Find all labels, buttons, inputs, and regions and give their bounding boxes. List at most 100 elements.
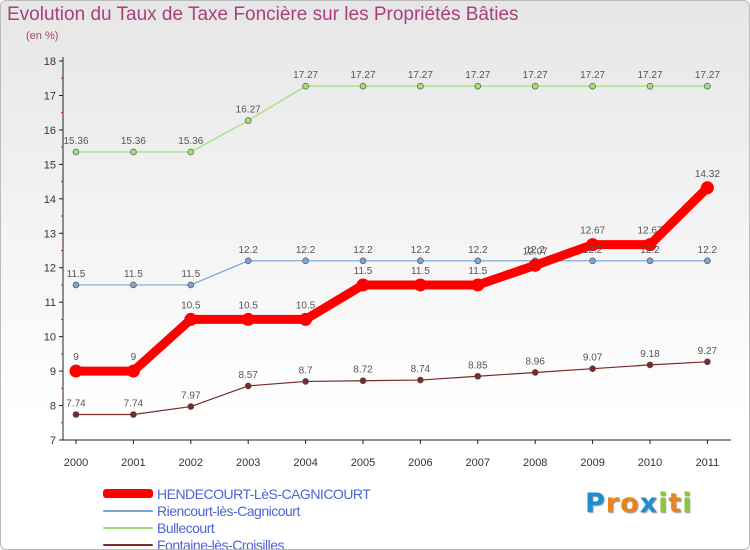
data-label-3-10: 9.18 bbox=[640, 349, 660, 360]
data-point-2-2 bbox=[187, 148, 195, 156]
legend-item-bullecourt: Bullecourt bbox=[103, 519, 370, 536]
data-point-2-9 bbox=[589, 82, 596, 90]
x-tick-label: 2006 bbox=[408, 457, 432, 469]
data-point-3-7 bbox=[474, 372, 482, 380]
x-tick-label: 2002 bbox=[179, 457, 203, 469]
data-label-0-10: 12.67 bbox=[637, 226, 662, 237]
legend-label-bullecourt: Bullecourt bbox=[157, 519, 215, 536]
data-point-1-0 bbox=[72, 281, 80, 289]
logo-letter: o bbox=[620, 488, 640, 519]
x-tick-label: 2009 bbox=[580, 457, 604, 469]
data-label-1-11: 12.2 bbox=[698, 245, 718, 256]
legend-item-riencourt: Riencourt-lès-Cagnicourt bbox=[103, 502, 370, 519]
proxiti-logo: Proxiti bbox=[585, 488, 693, 519]
data-point-0-3 bbox=[241, 312, 255, 326]
data-label-1-8: 12.2 bbox=[525, 245, 545, 256]
data-point-1-3 bbox=[244, 257, 252, 265]
data-point-2-1 bbox=[130, 148, 137, 156]
data-label-1-5: 12.2 bbox=[353, 245, 373, 256]
data-label-1-1: 11.5 bbox=[124, 269, 143, 280]
y-tick-label: 9 bbox=[50, 366, 56, 378]
data-point-2-3 bbox=[244, 117, 252, 124]
data-label-3-0: 7.74 bbox=[66, 399, 86, 410]
data-label-1-9: 12.2 bbox=[583, 245, 603, 256]
series-layer bbox=[69, 82, 714, 418]
y-tick-label: 17 bbox=[44, 90, 56, 102]
data-label-0-0: 9 bbox=[73, 352, 79, 363]
data-label-1-4: 12.2 bbox=[296, 245, 316, 256]
legend-swatch-hendecourt bbox=[103, 489, 153, 498]
data-label-0-11: 14.32 bbox=[695, 169, 720, 180]
data-label-3-11: 9.27 bbox=[698, 346, 718, 357]
series-line-2 bbox=[75, 85, 709, 153]
data-point-1-11 bbox=[704, 257, 711, 265]
x-tick-label: 2005 bbox=[351, 457, 375, 469]
data-label-2-9: 17.27 bbox=[580, 70, 605, 81]
y-tick-label: 14 bbox=[44, 194, 56, 206]
data-point-2-8 bbox=[531, 82, 539, 90]
legend-swatch-fontaine bbox=[103, 543, 153, 546]
data-label-0-7: 11.5 bbox=[468, 266, 487, 277]
data-point-0-0 bbox=[69, 364, 83, 378]
y-tick-label: 10 bbox=[44, 332, 56, 344]
x-tick-label: 2007 bbox=[466, 457, 490, 469]
data-label-2-3: 16.27 bbox=[236, 105, 261, 116]
data-point-3-0 bbox=[72, 411, 80, 418]
data-label-1-3: 12.2 bbox=[238, 245, 258, 256]
data-point-2-10 bbox=[646, 82, 654, 90]
data-label-3-6: 8.74 bbox=[411, 364, 431, 375]
legend-swatch-bullecourt bbox=[103, 526, 153, 529]
logo-letter: i bbox=[658, 488, 669, 519]
series-line-3 bbox=[75, 361, 709, 416]
data-point-0-7 bbox=[471, 278, 485, 292]
data-label-2-1: 15.36 bbox=[121, 136, 146, 147]
y-tick-label: 11 bbox=[45, 297, 56, 309]
x-tick-label: 2001 bbox=[121, 457, 145, 469]
logo-letter: t bbox=[668, 488, 683, 519]
data-point-3-5 bbox=[359, 377, 367, 385]
legend-swatch-riencourt bbox=[103, 509, 153, 512]
data-label-0-4: 10.5 bbox=[296, 300, 316, 311]
data-point-2-4 bbox=[302, 82, 309, 90]
data-point-1-1 bbox=[130, 281, 137, 289]
data-point-3-6 bbox=[417, 376, 424, 384]
y-tick-label: 12 bbox=[44, 263, 56, 275]
x-tick-label: 2003 bbox=[236, 457, 260, 469]
data-point-2-0 bbox=[72, 148, 80, 156]
x-tick-label: 2010 bbox=[638, 457, 662, 469]
data-point-2-7 bbox=[474, 82, 482, 90]
data-point-0-8 bbox=[528, 258, 542, 272]
data-label-2-6: 17.27 bbox=[408, 70, 433, 81]
data-label-1-10: 12.2 bbox=[640, 245, 660, 256]
y-tick-label: 16 bbox=[44, 125, 56, 137]
data-point-3-9 bbox=[589, 365, 596, 372]
logo-letter: P bbox=[585, 488, 606, 519]
data-label-0-2: 10.5 bbox=[181, 300, 201, 311]
logo-letter: r bbox=[605, 488, 621, 519]
data-label-1-0: 11.5 bbox=[67, 269, 86, 280]
x-tick-label: 2008 bbox=[523, 457, 547, 469]
legend-label-hendecourt: HENDECOURT-LèS-CAGNICOURT bbox=[157, 485, 371, 502]
data-label-2-8: 17.27 bbox=[523, 70, 548, 81]
data-label-3-9: 9.07 bbox=[583, 353, 603, 364]
data-label-3-8: 8.96 bbox=[525, 356, 545, 367]
y-tick-label: 18 bbox=[44, 56, 56, 68]
data-label-1-2: 11.5 bbox=[181, 269, 200, 280]
legend-item-fontaine: Fontaine-lès-Croisilles bbox=[103, 536, 370, 549]
logo-letter: x bbox=[639, 488, 659, 519]
y-tick-label: 13 bbox=[44, 228, 56, 240]
data-label-2-5: 17.27 bbox=[350, 70, 375, 81]
data-point-3-8 bbox=[531, 369, 539, 376]
axes: 7 8 9 10 11 12 13 14 15 16 17 18 2000 2001 2002 2003 200… bbox=[44, 56, 731, 469]
legend: HENDECOURT-LèS-CAGNICOURT Riencourt-lès-… bbox=[103, 485, 371, 549]
data-label-3-2: 7.97 bbox=[181, 391, 201, 402]
data-point-1-7 bbox=[474, 257, 482, 265]
data-point-3-4 bbox=[302, 378, 309, 385]
data-point-2-6 bbox=[417, 82, 424, 90]
data-point-1-9 bbox=[589, 257, 596, 265]
series-line-1 bbox=[75, 260, 709, 286]
data-point-1-5 bbox=[359, 257, 367, 265]
x-tick-label: 2004 bbox=[293, 457, 317, 469]
